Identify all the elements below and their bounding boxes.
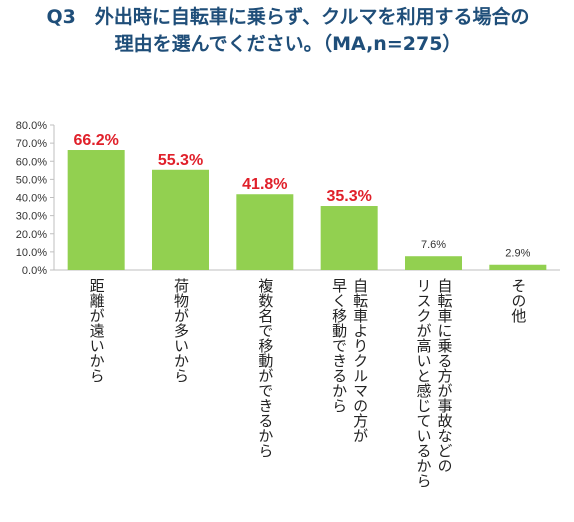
x-category-label-line: 複数名で移動ができるから bbox=[256, 278, 275, 458]
chart-title-line-1: Q3 外出時に自転車に乗らず、クルマを利用する場合の bbox=[46, 6, 530, 28]
bar bbox=[236, 194, 294, 270]
x-category-label: その他 bbox=[507, 278, 528, 518]
data-label: 2.9% bbox=[505, 248, 530, 260]
x-category-label-line: 距離が遠いから bbox=[87, 278, 106, 383]
bar bbox=[405, 256, 462, 270]
x-category-label-line: 自転車に乗る方が事故などの bbox=[435, 278, 454, 473]
x-category-label: 荷物が多いから bbox=[170, 278, 191, 518]
chart-title-line-2: 理由を選んでください。（MA,n=275） bbox=[114, 33, 462, 55]
data-label: 66.2% bbox=[73, 132, 118, 149]
y-tick-label: 50.0% bbox=[16, 174, 47, 186]
bar bbox=[152, 169, 209, 270]
bar bbox=[320, 206, 378, 270]
data-label: 41.8% bbox=[242, 176, 287, 193]
y-tick-label: 40.0% bbox=[16, 193, 47, 205]
y-tick-label: 30.0% bbox=[16, 211, 47, 223]
x-category-label-line: 自転車よりクルマの方が bbox=[351, 278, 370, 443]
x-category-label: 自転車よりクルマの方が 早く移動できるから bbox=[328, 278, 370, 518]
chart-title: Q3 外出時に自転車に乗らず、クルマを利用する場合の 理由を選んでください。（M… bbox=[10, 4, 566, 58]
x-category-label: 距離が遠いから bbox=[86, 278, 107, 518]
x-category-label-line: 早く移動できるから bbox=[330, 278, 349, 413]
y-tick-label: 80.0% bbox=[16, 120, 47, 132]
y-tick-label: 0.0% bbox=[22, 265, 47, 277]
data-label: 7.6% bbox=[421, 239, 446, 251]
y-tick-label: 20.0% bbox=[16, 229, 47, 241]
x-category-label-line: リスクが高いと感じているから bbox=[414, 278, 433, 488]
y-tick-label: 60.0% bbox=[16, 156, 47, 168]
x-category-label: 自転車に乗る方が事故などの リスクが高いと感じているから bbox=[413, 278, 455, 518]
y-tick-label: 10.0% bbox=[16, 247, 47, 259]
bar bbox=[489, 264, 547, 270]
x-category-label-line: 荷物が多いから bbox=[172, 278, 190, 383]
data-label: 55.3% bbox=[158, 152, 203, 169]
bar bbox=[67, 150, 125, 270]
x-category-label-line: その他 bbox=[509, 278, 528, 323]
y-tick-label: 70.0% bbox=[16, 138, 47, 150]
x-category-label: 複数名で移動ができるから bbox=[254, 278, 275, 518]
data-label: 35.3% bbox=[326, 188, 371, 205]
